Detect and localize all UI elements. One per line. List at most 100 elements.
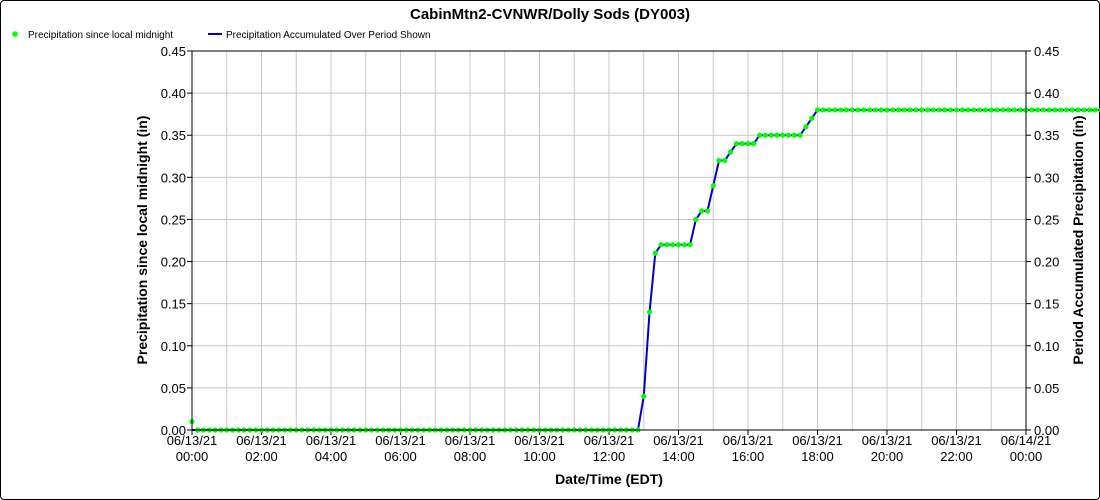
data-point — [855, 107, 861, 113]
data-point — [710, 183, 716, 189]
x-tick-label-time: 02:00 — [245, 449, 278, 464]
y-axis-left-title: Precipitation since local midnight (in) — [134, 116, 150, 365]
data-point — [930, 107, 936, 113]
data-point — [751, 141, 757, 147]
data-point — [791, 132, 797, 138]
data-point — [1029, 107, 1035, 113]
data-point — [1063, 107, 1070, 113]
data-point — [780, 132, 786, 138]
y-axis-right: 0.00 0.05 0.10 0.15 0.20 0.25 0.30 0.35 0.40 0.45 — [1026, 44, 1059, 438]
data-point — [1081, 107, 1087, 113]
data-point — [687, 242, 693, 248]
y-tick-label-right: 0.05 — [1034, 381, 1059, 396]
data-point — [1087, 107, 1093, 113]
y-axis-right-title: Period Accumulated Precipitation (in) — [1070, 115, 1086, 364]
y-tick-label-right: 0.45 — [1034, 44, 1059, 59]
data-point — [699, 208, 705, 214]
data-point — [901, 107, 907, 113]
legend: Precipitation since local midnight Preci… — [12, 30, 431, 41]
data-point — [1034, 107, 1041, 113]
x-tick-label-time: 20:00 — [871, 449, 904, 464]
data-point — [641, 393, 647, 399]
data-point — [994, 107, 1000, 113]
data-point — [739, 141, 745, 147]
data-point — [907, 107, 913, 113]
data-point — [664, 242, 670, 248]
data-point — [733, 141, 740, 147]
data-point — [953, 107, 960, 113]
data-point — [745, 141, 751, 147]
y-tick-label-left: 0.25 — [161, 212, 186, 227]
x-tick-label-date: 06/13/21 — [931, 433, 982, 448]
data-point — [838, 107, 844, 113]
data-point — [704, 208, 711, 214]
data-point — [1000, 107, 1006, 113]
data-point — [1017, 107, 1023, 113]
data-point — [652, 250, 658, 256]
y-tick-label-right: 0.00 — [1034, 423, 1059, 438]
y-tick-label-left: 0.20 — [161, 255, 186, 270]
x-tick-label-time: 06:00 — [384, 449, 417, 464]
x-tick-label-date: 06/13/21 — [445, 433, 496, 448]
y-tick-label-right: 0.15 — [1034, 297, 1059, 312]
data-point — [895, 107, 902, 113]
x-tick-label-time: 00:00 — [176, 449, 209, 464]
data-point — [1092, 107, 1099, 113]
data-point — [924, 107, 931, 113]
y-tick-label-left: 0.00 — [161, 423, 186, 438]
data-point — [884, 107, 890, 113]
y-tick-label-left: 0.30 — [161, 170, 186, 185]
data-point — [890, 107, 896, 113]
series-line-accumulated — [192, 108, 1100, 431]
x-tick-label-time: 10:00 — [523, 449, 556, 464]
y-tick-label-left: 0.45 — [161, 44, 186, 59]
x-tick-label-date: 06/13/21 — [723, 433, 774, 448]
data-point — [826, 107, 832, 113]
data-point — [982, 107, 989, 113]
data-point — [913, 107, 919, 113]
data-point — [722, 157, 728, 164]
chart-title: CabinMtn2-CVNWR/Dolly Sods (DY003) — [410, 6, 690, 23]
y-axis-left: 0.00 0.05 0.10 0.15 0.20 0.25 0.30 0.35 0.40 0.45 — [161, 44, 192, 438]
data-point — [646, 309, 653, 315]
data-point — [942, 107, 948, 113]
data-point — [658, 242, 664, 248]
x-axis-title: Date/Time (EDT) — [555, 471, 663, 487]
accumulated-series — [192, 108, 1100, 431]
data-point — [977, 107, 983, 113]
x-tick-label-date: 06/13/21 — [862, 433, 913, 448]
data-point — [872, 107, 879, 113]
x-axis: 06/13/2100:0006/13/2102:0006/13/2104:000… — [167, 430, 1051, 464]
y-tick-label-left: 0.35 — [161, 128, 186, 143]
y-tick-label-right: 0.20 — [1034, 255, 1059, 270]
data-point — [849, 107, 855, 113]
x-tick-label-date: 06/13/21 — [792, 433, 843, 448]
data-point — [728, 149, 734, 155]
data-point — [670, 242, 676, 248]
y-tick-label-right: 0.10 — [1034, 339, 1059, 354]
data-point — [1046, 107, 1052, 113]
x-tick-label-date: 06/13/21 — [584, 433, 635, 448]
y-tick-label-right: 0.30 — [1034, 170, 1059, 185]
x-tick-label-time: 12:00 — [593, 449, 626, 464]
x-tick-label-date: 06/13/21 — [514, 433, 565, 448]
y-tick-label-left: 0.05 — [161, 381, 186, 396]
data-point — [756, 132, 763, 138]
x-tick-label-date: 06/13/21 — [236, 433, 287, 448]
x-tick-label-date: 06/13/21 — [167, 433, 218, 448]
data-point — [1075, 107, 1081, 113]
data-point — [809, 115, 815, 121]
data-point — [936, 107, 942, 113]
data-point — [762, 132, 768, 138]
x-tick-label-time: 04:00 — [315, 449, 348, 464]
data-point — [814, 107, 821, 113]
y-tick-label-left: 0.40 — [161, 86, 186, 101]
data-point — [988, 107, 994, 113]
legend-marker-points — [12, 31, 18, 37]
y-tick-label-right: 0.25 — [1034, 212, 1059, 227]
y-tick-label-right: 0.40 — [1034, 86, 1059, 101]
data-point — [948, 107, 954, 113]
data-point — [843, 107, 850, 113]
legend-label-line: Precipitation Accumulated Over Period Sh… — [226, 30, 431, 41]
data-point — [878, 107, 884, 113]
